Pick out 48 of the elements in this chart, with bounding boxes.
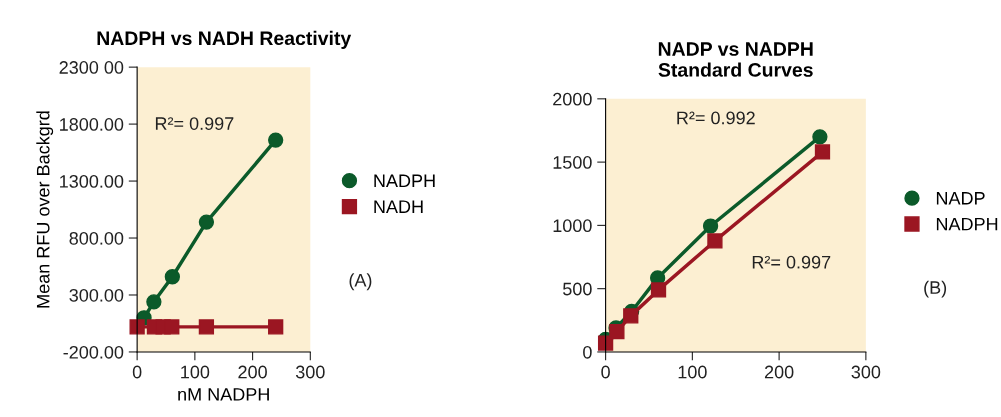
point — [623, 308, 639, 324]
chart-title: NADPH vs NADH Reactivity — [97, 30, 352, 49]
point — [198, 214, 215, 230]
point — [707, 233, 723, 249]
x-tick-label: 0 — [132, 365, 142, 379]
y-tick-label: 300.00 — [69, 288, 124, 302]
x-tick-label: 100 — [678, 365, 707, 379]
y-tick-label: 1000 — [553, 219, 592, 233]
point — [650, 282, 667, 298]
y-tick-label: -200.00 — [63, 345, 124, 359]
y-tick-label: 2300 00 — [59, 61, 124, 74]
annotation: R²= 0.997 — [752, 255, 831, 269]
legend-label: NADPH — [936, 217, 998, 231]
y-tick-label: 500 — [563, 282, 592, 296]
point — [702, 218, 719, 234]
legend-label: NADP — [936, 192, 985, 205]
point — [268, 132, 284, 148]
y-tick-label: 1500 — [553, 156, 592, 169]
point — [814, 144, 831, 160]
y-tick-label: 2000 — [553, 92, 592, 106]
x-tick-label: 200 — [238, 365, 267, 379]
point — [597, 335, 614, 351]
x-tick-label: 300 — [295, 365, 325, 379]
x-tick-label: 300 — [851, 365, 881, 379]
legend-label: NADPH — [374, 174, 435, 188]
point — [164, 269, 180, 285]
point — [609, 324, 625, 340]
x-tick-label: 200 — [764, 365, 794, 379]
x-tick-label: 0 — [601, 365, 610, 379]
x-tick-label: 100 — [181, 365, 210, 379]
text: (A) — [349, 273, 372, 291]
legend-label: NADH — [374, 200, 423, 213]
annotation: R²= 0.997 — [155, 117, 234, 130]
point — [146, 294, 162, 310]
point — [164, 319, 180, 335]
annotation: R²= 0.992 — [677, 111, 755, 125]
point — [268, 319, 284, 335]
y-tick-label: 1800.00 — [60, 118, 124, 131]
y-tick-label: 800.00 — [69, 231, 124, 245]
point — [129, 319, 145, 335]
text: (B) — [924, 280, 947, 298]
point — [198, 319, 215, 335]
y-tick-label: 0 — [583, 345, 592, 359]
point — [812, 129, 828, 145]
x-axis-title: nM NADPH — [178, 388, 269, 401]
y-axis-title: Mean RFU over Backgrd — [36, 111, 54, 308]
y-tick-label: 1300.00 — [60, 175, 124, 188]
chart-title: NADP vs NADPH Standard Curves — [658, 42, 813, 77]
